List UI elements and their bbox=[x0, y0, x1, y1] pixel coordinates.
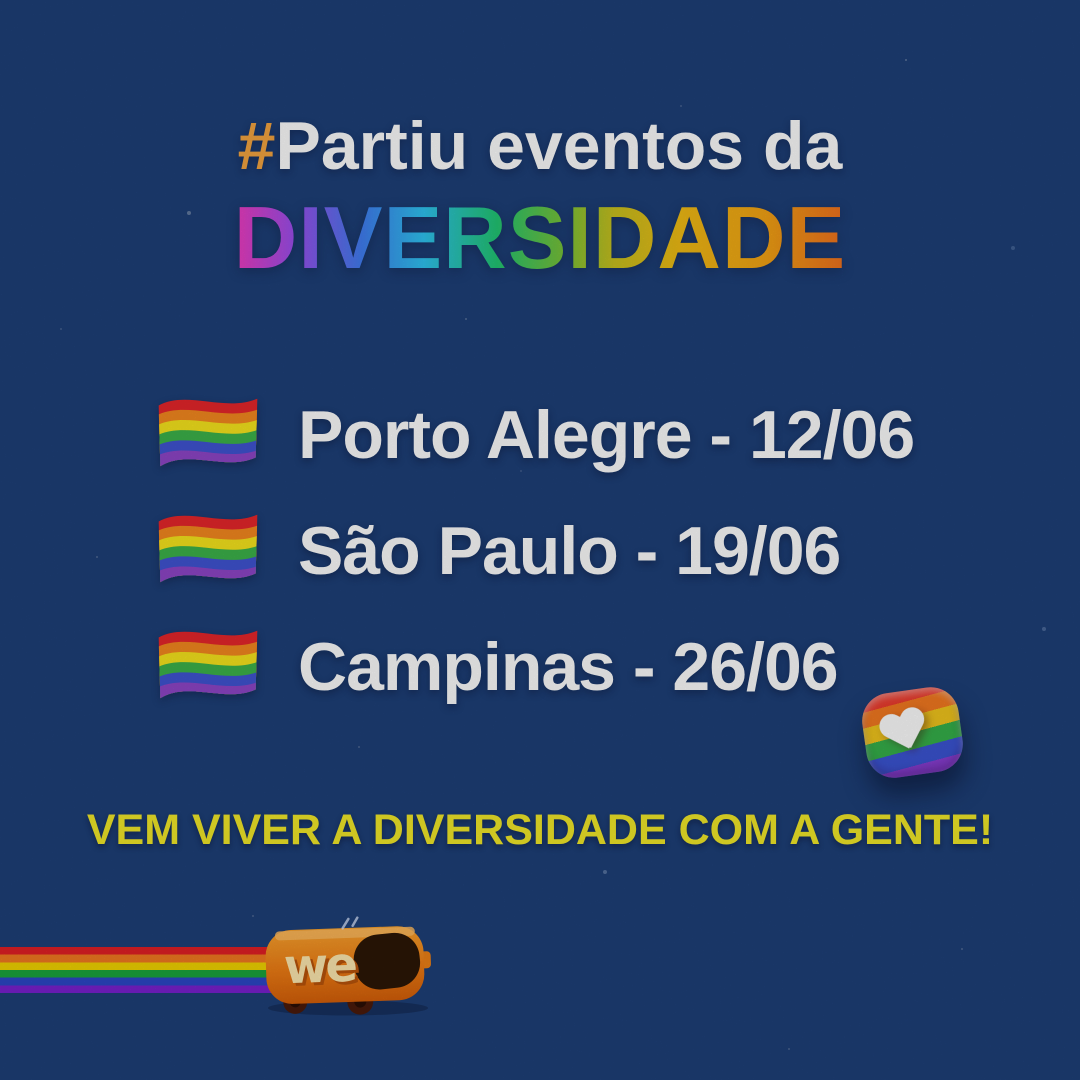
rainbow-heart-like-badge bbox=[858, 683, 967, 782]
title-line2-wrap: DIVERSIDADE bbox=[0, 194, 1080, 282]
title-line2-rainbow: DIVERSIDADE bbox=[233, 188, 847, 287]
event-row: Campinas - 26/06 bbox=[156, 624, 914, 710]
rainbow-flag-icon bbox=[156, 627, 260, 707]
event-list: Porto Alegre - 12/06 São Paulo - 19/06 C… bbox=[156, 392, 915, 740]
cta-text: VEM VIVER A DIVERSIDADE COM A GENTE! bbox=[86, 806, 994, 854]
hashtag-symbol: # bbox=[237, 108, 276, 184]
poster-title: #Partiu eventos da DIVERSIDADE bbox=[0, 112, 1080, 282]
heart-icon bbox=[877, 705, 934, 759]
event-label: São Paulo - 19/06 bbox=[298, 513, 841, 589]
title-line1: #Partiu eventos da bbox=[0, 112, 1080, 180]
rainbow-flag-icon bbox=[156, 395, 260, 475]
event-row: São Paulo - 19/06 bbox=[156, 508, 914, 594]
event-label: Porto Alegre - 12/06 bbox=[298, 397, 915, 473]
background-sparkles bbox=[0, 0, 2, 2]
rainbow-flag-icon bbox=[156, 511, 260, 591]
title-line1-text: Partiu eventos da bbox=[275, 108, 843, 184]
event-row: Porto Alegre - 12/06 bbox=[156, 392, 915, 478]
bus-logo-text: we bbox=[283, 937, 357, 995]
event-label: Campinas - 26/06 bbox=[298, 629, 839, 705]
we-bus-icon: we we bbox=[265, 916, 431, 1016]
bus-speed-lines bbox=[341, 916, 359, 930]
